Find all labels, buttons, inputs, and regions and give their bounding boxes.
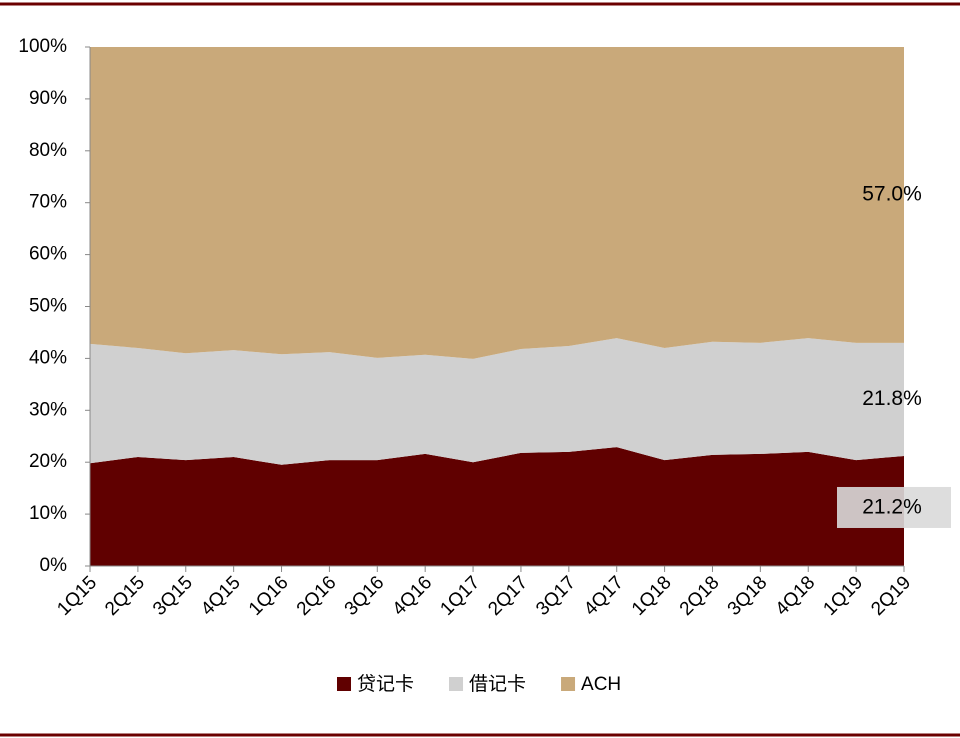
y-tick-label: 0% — [40, 555, 68, 576]
x-tick-label: 1Q16 — [245, 572, 293, 620]
x-tick-label: 1Q17 — [436, 572, 484, 620]
legend-swatch — [561, 677, 576, 691]
legend: 贷记卡 借记卡 ACH — [337, 673, 621, 695]
x-tick-label: 4Q15 — [197, 572, 245, 620]
x-tick-label: 3Q16 — [341, 572, 389, 620]
x-tick-label: 4Q16 — [389, 572, 437, 620]
x-tick-label: 4Q17 — [580, 572, 628, 620]
x-tick-label: 2Q16 — [293, 572, 341, 620]
data-label: 57.0% — [862, 182, 922, 205]
x-tick-label: 3Q17 — [532, 572, 580, 620]
y-tick-label: 40% — [29, 347, 67, 368]
x-tick-label: 1Q18 — [628, 572, 676, 620]
legend-label: 贷记卡 — [357, 673, 414, 695]
x-tick-label: 1Q15 — [53, 572, 101, 620]
y-tick-label: 90% — [29, 88, 67, 109]
data-label: 21.2% — [862, 496, 922, 519]
x-tick-label: 2Q17 — [484, 572, 532, 620]
x-tick-label: 3Q18 — [724, 572, 772, 620]
legend-label: 借记卡 — [469, 673, 526, 695]
legend-swatch — [337, 677, 351, 691]
y-tick-label: 100% — [18, 36, 67, 57]
y-tick-label: 80% — [29, 140, 67, 161]
y-tick-label: 70% — [29, 192, 67, 213]
y-tick-label: 50% — [29, 296, 67, 317]
x-tick-label: 1Q19 — [819, 572, 867, 620]
x-tick-label: 2Q19 — [867, 572, 915, 620]
legend-swatch — [449, 677, 464, 691]
x-tick-label: 4Q18 — [772, 572, 820, 620]
data-label: 21.8% — [862, 387, 922, 410]
y-tick-label: 60% — [29, 244, 67, 265]
y-tick-label: 10% — [29, 503, 67, 524]
y-tick-label: 20% — [29, 451, 67, 472]
x-tick-label: 3Q15 — [149, 572, 197, 620]
area — [90, 338, 904, 465]
y-tick-label: 30% — [29, 399, 67, 420]
legend-label: ACH — [581, 674, 621, 695]
x-tick-label: 2Q18 — [676, 572, 724, 620]
x-tick-label: 2Q15 — [101, 572, 149, 620]
area — [90, 47, 904, 359]
label-background — [837, 486, 951, 528]
area — [90, 447, 904, 566]
